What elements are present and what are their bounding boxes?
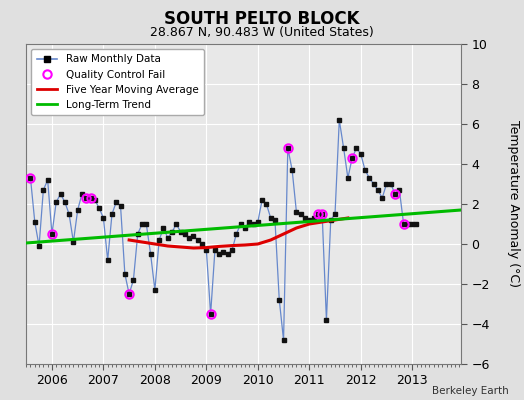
Text: SOUTH PELTO BLOCK: SOUTH PELTO BLOCK — [164, 10, 360, 28]
Y-axis label: Temperature Anomaly (°C): Temperature Anomaly (°C) — [507, 120, 520, 288]
Text: Berkeley Earth: Berkeley Earth — [432, 386, 508, 396]
Text: 28.867 N, 90.483 W (United States): 28.867 N, 90.483 W (United States) — [150, 26, 374, 39]
Legend: Raw Monthly Data, Quality Control Fail, Five Year Moving Average, Long-Term Tren: Raw Monthly Data, Quality Control Fail, … — [31, 49, 204, 115]
